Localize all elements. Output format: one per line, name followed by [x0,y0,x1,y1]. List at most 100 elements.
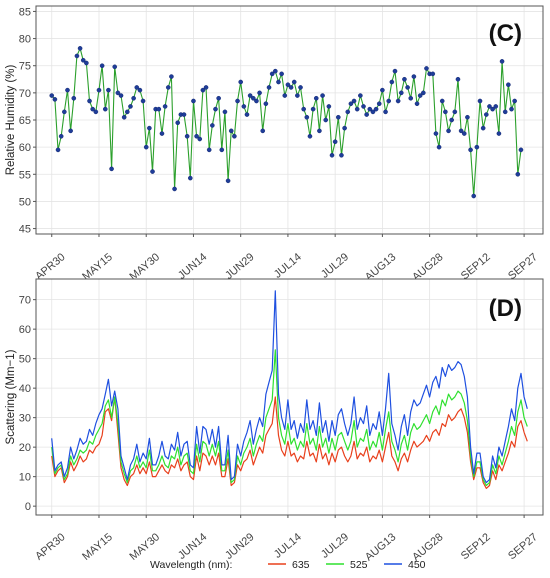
data-point [213,106,218,112]
y-tick-label: 20 [19,442,31,454]
data-point [307,133,313,139]
data-point [439,98,445,104]
data-point [351,98,357,104]
x-tick-label: SEP27 [506,251,540,282]
data-point [137,87,143,93]
x-tick-label: SEP12 [459,251,493,282]
x-tick-label: APR30 [33,531,67,563]
data-point [121,114,127,120]
data-point [87,98,92,104]
data-point [329,152,335,158]
y-tick-label: 50 [19,196,31,208]
data-point [169,74,174,79]
data-point [323,117,329,123]
legend-title: Wavelength (nm): [150,559,232,571]
data-point [310,106,316,112]
data-point [320,93,325,98]
data-point [147,125,152,131]
y-tick-label: 30 [19,413,31,425]
series-line-525 [51,349,528,487]
data-point [493,104,499,109]
data-point [332,139,338,145]
data-point [49,93,55,98]
data-point [452,109,458,115]
data-point [74,53,80,59]
data-point [162,104,168,109]
data-point [266,85,272,90]
data-point [361,104,366,109]
x-tick-label: JUN29 [223,251,256,282]
data-point [203,85,209,90]
data-point [112,64,118,70]
data-point [235,98,240,104]
data-point [402,76,407,82]
data-point [386,98,391,104]
data-point [62,109,67,115]
data-point [417,93,423,98]
data-point [301,106,306,112]
x-tick-label: JUN14 [176,531,209,562]
data-point [228,128,234,134]
data-point [465,114,470,120]
y-tick-label: 75 [19,61,31,73]
data-point [364,112,369,117]
data-point [339,152,344,158]
x-tick-label: AUG13 [363,531,398,563]
data-point [443,109,448,115]
data-point [106,87,111,93]
data-point [348,101,354,107]
data-point [398,90,404,96]
data-point [225,178,231,184]
data-point [134,85,140,90]
data-point [115,90,121,96]
data-point [424,66,429,71]
data-point [58,133,64,139]
data-point [480,125,486,131]
data-point [477,98,483,104]
data-point [282,93,288,98]
data-point [313,95,319,101]
x-tick-label: JUL29 [319,251,351,281]
data-point [273,68,278,74]
data-point [317,128,322,134]
data-point [206,147,212,153]
y-axis-title: Relative Humidity (%) [5,65,17,176]
y-tick-label: 55 [19,169,31,181]
data-point [257,90,262,96]
data-point [232,133,237,139]
data-point [509,106,514,112]
data-point [254,98,259,104]
data-point [455,76,461,82]
plot-frame [35,278,544,516]
data-point [68,128,73,134]
plot-area [36,279,543,515]
data-point [484,112,489,117]
y-tick-label: 85 [19,6,31,18]
data-point [219,147,225,153]
data-point [159,131,165,136]
data-point [295,93,300,98]
data-point [238,79,243,85]
data-point [197,136,203,142]
data-point [191,98,196,104]
y-tick-label: 80 [19,34,31,46]
data-point [269,71,275,77]
data-point [373,106,379,112]
data-point [188,175,193,181]
data-point [458,128,464,134]
y-tick-label: 40 [19,383,31,395]
data-point [471,193,477,199]
data-point [358,93,363,98]
x-tick-label: JUL14 [272,531,304,561]
data-point [383,109,388,115]
legend-label-635: 635 [292,559,310,571]
data-point [414,101,420,107]
data-point [93,109,99,115]
data-point [131,95,136,101]
data-point [392,68,398,74]
x-tick-label: MAY15 [80,531,115,563]
data-point [395,98,401,104]
panel-c: 45 50 55 60 65 70 75 80 85 APR30 MAY15 MAY30 JUN14 JU… [5,5,544,283]
panel-label: (D) [489,295,522,322]
